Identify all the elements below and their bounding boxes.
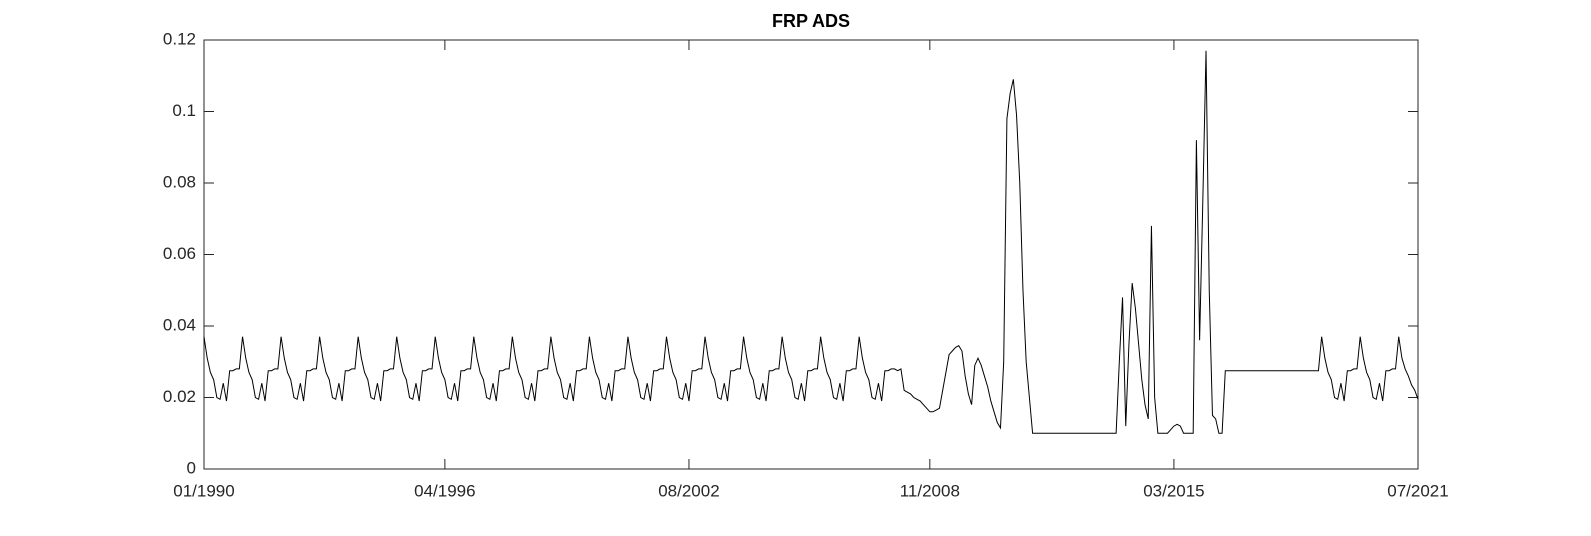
- y-tick-label: 0.1: [172, 101, 196, 120]
- y-tick-label: 0: [187, 458, 196, 477]
- x-tick-label: 07/2021: [1387, 481, 1448, 500]
- y-tick-label: 0.08: [163, 172, 196, 191]
- y-tick-label: 0.04: [163, 315, 196, 334]
- y-tick-label: 0.06: [163, 244, 196, 263]
- x-tick-label: 03/2015: [1143, 481, 1204, 500]
- y-tick-label: 0.02: [163, 387, 196, 406]
- data-line: [203, 50, 1419, 434]
- chart-title: FRP ADS: [772, 11, 850, 31]
- y-tick-label: 0.12: [163, 29, 196, 48]
- x-tick-label: 04/1996: [414, 481, 475, 500]
- x-tick-label: 11/2008: [900, 481, 960, 500]
- x-tick-label: 01/1990: [173, 481, 234, 500]
- plot-area: [203, 39, 1419, 470]
- x-tick-label: 08/2002: [658, 481, 719, 500]
